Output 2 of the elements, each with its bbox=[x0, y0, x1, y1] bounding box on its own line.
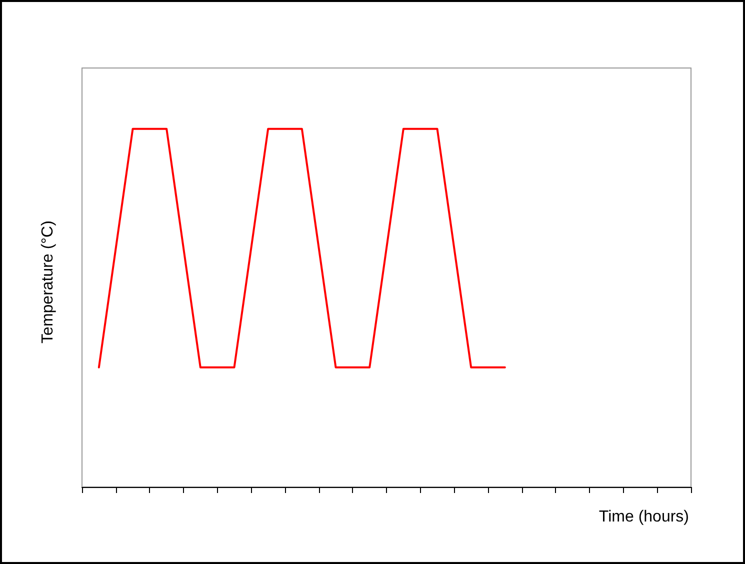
y-axis-title: Temperature (°C) bbox=[40, 220, 56, 344]
x-axis-title: Time (hours) bbox=[598, 508, 689, 526]
